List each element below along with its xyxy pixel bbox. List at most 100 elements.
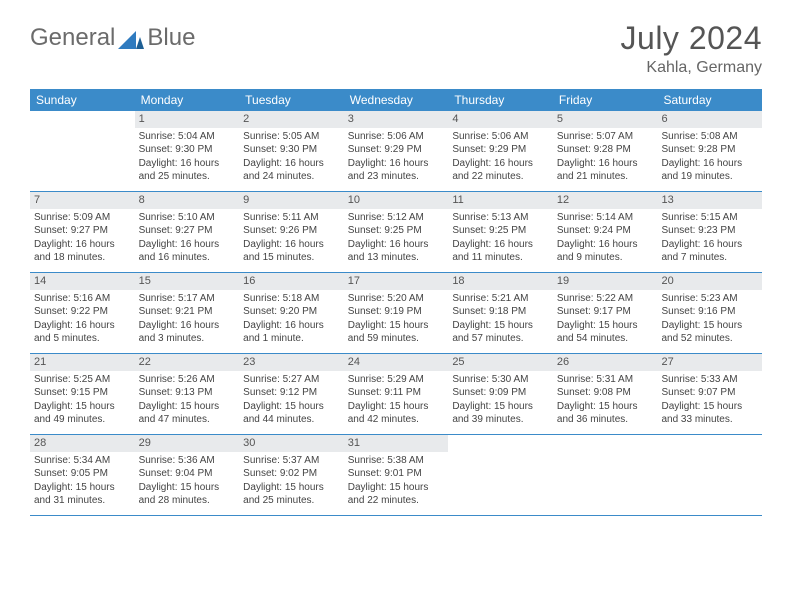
day-number: 7 (30, 192, 135, 209)
sunset-line: Sunset: 9:29 PM (452, 143, 549, 157)
calendar-day-cell: 28Sunrise: 5:34 AMSunset: 9:05 PMDayligh… (30, 435, 135, 515)
calendar-day-cell: 24Sunrise: 5:29 AMSunset: 9:11 PMDayligh… (344, 354, 449, 434)
calendar-day-cell: 8Sunrise: 5:10 AMSunset: 9:27 PMDaylight… (135, 192, 240, 272)
calendar-day-cell: 19Sunrise: 5:22 AMSunset: 9:17 PMDayligh… (553, 273, 658, 353)
calendar-day-cell (553, 435, 658, 515)
weekday-header: Thursday (448, 89, 553, 111)
day-number: 21 (30, 354, 135, 371)
day-number: 9 (239, 192, 344, 209)
calendar-day-cell: 2Sunrise: 5:05 AMSunset: 9:30 PMDaylight… (239, 111, 344, 191)
sunset-line: Sunset: 9:05 PM (34, 467, 131, 481)
page-header: General Blue July 2024 Kahla, Germany (30, 20, 762, 77)
daylight-line: Daylight: 16 hours and 23 minutes. (348, 157, 445, 184)
calendar-day-cell: 30Sunrise: 5:37 AMSunset: 9:02 PMDayligh… (239, 435, 344, 515)
calendar-day-cell: 17Sunrise: 5:20 AMSunset: 9:19 PMDayligh… (344, 273, 449, 353)
sunset-line: Sunset: 9:13 PM (139, 386, 236, 400)
daylight-line: Daylight: 16 hours and 18 minutes. (34, 238, 131, 265)
location-label: Kahla, Germany (621, 59, 762, 77)
day-number: 10 (344, 192, 449, 209)
daylight-line: Daylight: 15 hours and 25 minutes. (243, 481, 340, 508)
sunrise-line: Sunrise: 5:29 AM (348, 373, 445, 387)
calendar-day-cell: 3Sunrise: 5:06 AMSunset: 9:29 PMDaylight… (344, 111, 449, 191)
sunset-line: Sunset: 9:16 PM (661, 305, 758, 319)
day-number: 17 (344, 273, 449, 290)
sunrise-line: Sunrise: 5:05 AM (243, 130, 340, 144)
sunrise-line: Sunrise: 5:14 AM (557, 211, 654, 225)
day-number: 20 (657, 273, 762, 290)
sunset-line: Sunset: 9:30 PM (243, 143, 340, 157)
sunset-line: Sunset: 9:09 PM (452, 386, 549, 400)
sunrise-line: Sunrise: 5:25 AM (34, 373, 131, 387)
weekday-header: Tuesday (239, 89, 344, 111)
sunrise-line: Sunrise: 5:13 AM (452, 211, 549, 225)
sunset-line: Sunset: 9:04 PM (139, 467, 236, 481)
sunset-line: Sunset: 9:26 PM (243, 224, 340, 238)
day-number: 28 (30, 435, 135, 452)
calendar-day-cell: 10Sunrise: 5:12 AMSunset: 9:25 PMDayligh… (344, 192, 449, 272)
sunset-line: Sunset: 9:20 PM (243, 305, 340, 319)
calendar-week-row: 7Sunrise: 5:09 AMSunset: 9:27 PMDaylight… (30, 192, 762, 273)
sunset-line: Sunset: 9:12 PM (243, 386, 340, 400)
sunset-line: Sunset: 9:07 PM (661, 386, 758, 400)
day-number: 14 (30, 273, 135, 290)
daylight-line: Daylight: 16 hours and 1 minute. (243, 319, 340, 346)
sunrise-line: Sunrise: 5:21 AM (452, 292, 549, 306)
sunset-line: Sunset: 9:19 PM (348, 305, 445, 319)
day-number: 23 (239, 354, 344, 371)
sunrise-line: Sunrise: 5:17 AM (139, 292, 236, 306)
sunrise-line: Sunrise: 5:30 AM (452, 373, 549, 387)
sunrise-line: Sunrise: 5:12 AM (348, 211, 445, 225)
weekday-header: Wednesday (344, 89, 449, 111)
sunset-line: Sunset: 9:22 PM (34, 305, 131, 319)
sunset-line: Sunset: 9:23 PM (661, 224, 758, 238)
daylight-line: Daylight: 16 hours and 25 minutes. (139, 157, 236, 184)
calendar-day-cell: 6Sunrise: 5:08 AMSunset: 9:28 PMDaylight… (657, 111, 762, 191)
sunset-line: Sunset: 9:25 PM (348, 224, 445, 238)
calendar-day-cell: 7Sunrise: 5:09 AMSunset: 9:27 PMDaylight… (30, 192, 135, 272)
day-number: 13 (657, 192, 762, 209)
day-number: 16 (239, 273, 344, 290)
day-number: 19 (553, 273, 658, 290)
daylight-line: Daylight: 15 hours and 49 minutes. (34, 400, 131, 427)
day-number: 2 (239, 111, 344, 128)
sunrise-line: Sunrise: 5:04 AM (139, 130, 236, 144)
daylight-line: Daylight: 15 hours and 36 minutes. (557, 400, 654, 427)
weekday-header-row: SundayMondayTuesdayWednesdayThursdayFrid… (30, 89, 762, 111)
sunrise-line: Sunrise: 5:11 AM (243, 211, 340, 225)
weekday-header: Sunday (30, 89, 135, 111)
calendar-day-cell (657, 435, 762, 515)
daylight-line: Daylight: 16 hours and 21 minutes. (557, 157, 654, 184)
daylight-line: Daylight: 15 hours and 22 minutes. (348, 481, 445, 508)
calendar-day-cell (30, 111, 135, 191)
sunset-line: Sunset: 9:25 PM (452, 224, 549, 238)
sunset-line: Sunset: 9:21 PM (139, 305, 236, 319)
daylight-line: Daylight: 16 hours and 7 minutes. (661, 238, 758, 265)
sunrise-line: Sunrise: 5:23 AM (661, 292, 758, 306)
brand-word-1: General (30, 24, 115, 52)
day-number: 6 (657, 111, 762, 128)
calendar-day-cell: 12Sunrise: 5:14 AMSunset: 9:24 PMDayligh… (553, 192, 658, 272)
sunrise-line: Sunrise: 5:16 AM (34, 292, 131, 306)
calendar-day-cell: 26Sunrise: 5:31 AMSunset: 9:08 PMDayligh… (553, 354, 658, 434)
sunrise-line: Sunrise: 5:33 AM (661, 373, 758, 387)
sunset-line: Sunset: 9:28 PM (661, 143, 758, 157)
calendar-day-cell: 22Sunrise: 5:26 AMSunset: 9:13 PMDayligh… (135, 354, 240, 434)
sunrise-line: Sunrise: 5:08 AM (661, 130, 758, 144)
calendar-day-cell: 27Sunrise: 5:33 AMSunset: 9:07 PMDayligh… (657, 354, 762, 434)
day-number: 3 (344, 111, 449, 128)
calendar-day-cell: 1Sunrise: 5:04 AMSunset: 9:30 PMDaylight… (135, 111, 240, 191)
calendar-day-cell: 11Sunrise: 5:13 AMSunset: 9:25 PMDayligh… (448, 192, 553, 272)
daylight-line: Daylight: 15 hours and 54 minutes. (557, 319, 654, 346)
daylight-line: Daylight: 15 hours and 44 minutes. (243, 400, 340, 427)
day-number: 26 (553, 354, 658, 371)
sunrise-line: Sunrise: 5:06 AM (348, 130, 445, 144)
sunset-line: Sunset: 9:15 PM (34, 386, 131, 400)
weekday-header: Saturday (657, 89, 762, 111)
calendar-day-cell: 25Sunrise: 5:30 AMSunset: 9:09 PMDayligh… (448, 354, 553, 434)
daylight-line: Daylight: 16 hours and 15 minutes. (243, 238, 340, 265)
day-number: 27 (657, 354, 762, 371)
day-number: 15 (135, 273, 240, 290)
day-number: 1 (135, 111, 240, 128)
daylight-line: Daylight: 16 hours and 22 minutes. (452, 157, 549, 184)
calendar-day-cell: 16Sunrise: 5:18 AMSunset: 9:20 PMDayligh… (239, 273, 344, 353)
